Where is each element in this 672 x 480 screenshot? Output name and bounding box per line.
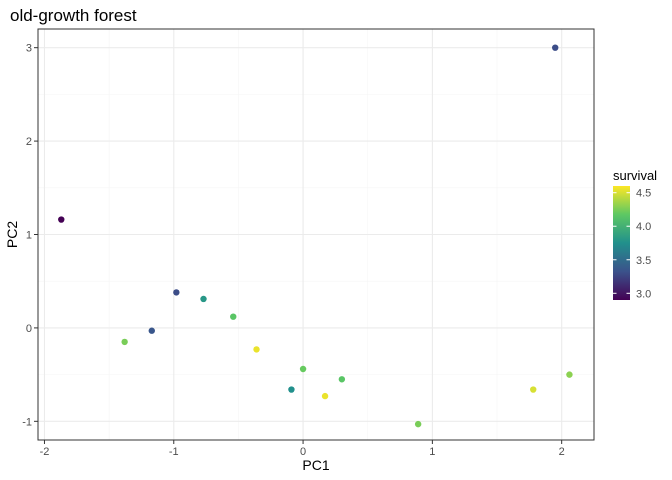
data-point — [552, 44, 559, 51]
data-point — [230, 313, 237, 320]
x-tick-label: 1 — [429, 446, 435, 458]
legend-tick-label: 4.5 — [636, 188, 651, 200]
data-point — [338, 376, 346, 383]
data-points — [58, 44, 573, 428]
x-tick-label: 0 — [300, 446, 306, 458]
data-point — [253, 346, 260, 353]
data-point — [414, 420, 422, 428]
data-point — [299, 365, 307, 373]
x-axis-ticks: -2 -1 0 1 2 — [40, 440, 565, 458]
data-point — [148, 327, 155, 334]
legend-title: survival — [613, 168, 657, 183]
chart-title: old-growth forest — [10, 6, 137, 25]
y-axis-label: PC2 — [4, 221, 20, 248]
color-legend: survival 3.0 3.5 4.0 4.5 — [613, 168, 657, 300]
y-axis-ticks: -1 0 1 2 3 — [22, 43, 38, 428]
x-tick-label: 2 — [559, 446, 565, 458]
y-tick-label: 1 — [26, 230, 32, 242]
data-point — [200, 295, 207, 303]
legend-ticks: 3.0 3.5 4.0 4.5 — [613, 188, 651, 300]
data-point — [288, 386, 295, 393]
legend-colorbar — [613, 186, 630, 300]
data-point — [566, 371, 573, 378]
legend-tick-label: 3.5 — [636, 255, 651, 267]
data-point — [121, 338, 128, 346]
data-point — [173, 289, 180, 296]
data-point — [321, 392, 329, 400]
data-point — [58, 216, 65, 223]
legend-tick-label: 3.0 — [636, 288, 651, 300]
y-tick-label: -1 — [22, 416, 32, 428]
x-tick-label: -1 — [169, 446, 179, 458]
x-tick-label: -2 — [40, 446, 50, 458]
y-tick-label: 3 — [26, 43, 32, 55]
grid-lines — [38, 29, 594, 440]
data-point — [530, 386, 537, 393]
legend-tick-label: 4.0 — [636, 221, 651, 233]
x-axis-label: PC1 — [302, 457, 329, 473]
y-tick-label: 2 — [26, 136, 32, 148]
y-tick-label: 0 — [26, 323, 32, 335]
